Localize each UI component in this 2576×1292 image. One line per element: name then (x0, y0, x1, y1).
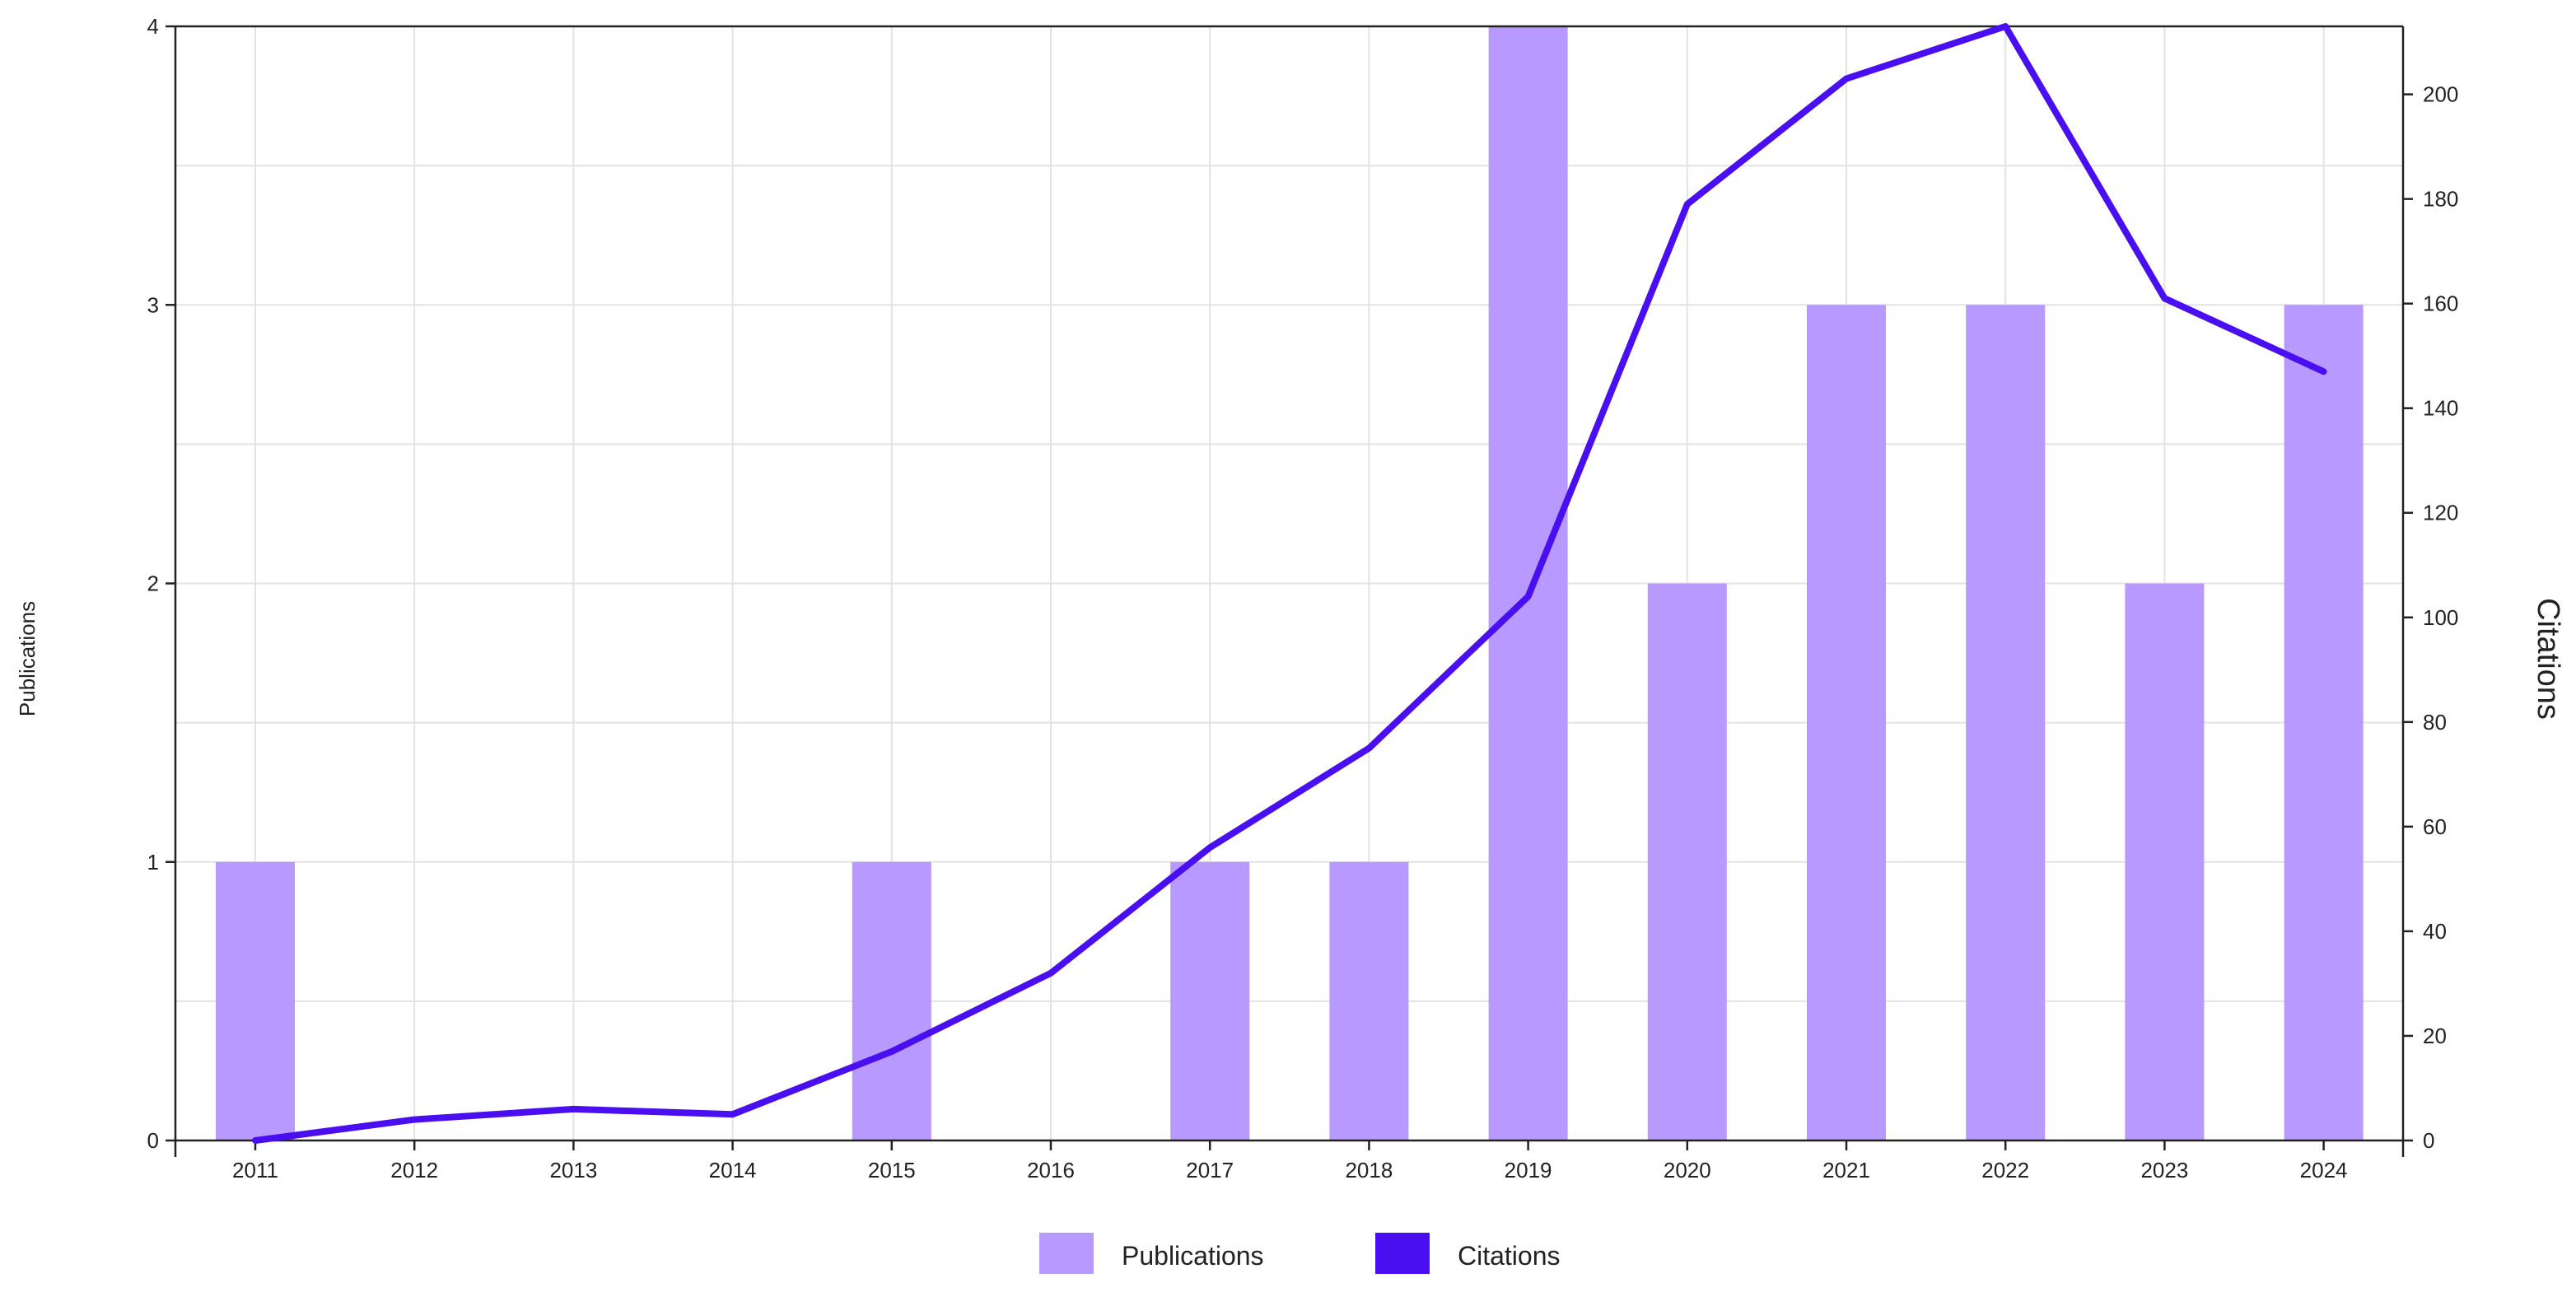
y2-tick-label: 120 (2423, 501, 2458, 525)
citations-point-2011 (254, 1140, 256, 1141)
citations-point-2022 (2004, 26, 2007, 27)
y2-tick-label: 60 (2423, 814, 2447, 839)
x-tick-label: 2013 (549, 1158, 597, 1182)
y2-tick-label: 80 (2423, 710, 2447, 735)
line-layer (252, 23, 2327, 1144)
y-tick-label: 0 (147, 1128, 159, 1153)
x-tick-label: 2016 (1027, 1158, 1075, 1182)
y2-tick-label: 100 (2423, 605, 2458, 630)
citations-point-2024 (2322, 371, 2325, 373)
citations-point-2013 (572, 1108, 575, 1110)
bar-publications-2020 (1647, 583, 1727, 1140)
bar-publications-2017 (1170, 861, 1250, 1140)
legend-swatch-publications (1039, 1233, 1094, 1274)
bar-publications-2018 (1329, 861, 1409, 1140)
x-tick-label: 2023 (2140, 1158, 2188, 1182)
x-tick-label: 2012 (390, 1158, 438, 1182)
x-tick-label: 2019 (1505, 1158, 1552, 1182)
legend-label-citations: Citations (1458, 1241, 1561, 1271)
y-axis-title: Publications (15, 601, 40, 716)
y2-tick-label: 40 (2423, 919, 2447, 944)
bar-publications-2024 (2284, 305, 2364, 1140)
citations-point-2019 (1527, 595, 1529, 598)
citations-point-2021 (1846, 77, 1847, 80)
y2-tick-label: 180 (2423, 187, 2458, 212)
x-tick-label: 2018 (1345, 1158, 1393, 1182)
x-tick-label: 2022 (1981, 1158, 2029, 1182)
x-tick-label: 2021 (1822, 1158, 1870, 1182)
bar-publications-2023 (2125, 583, 2205, 1140)
grid-layer (175, 26, 2403, 1141)
citations-point-2020 (1686, 203, 1688, 205)
y2-tick-label: 0 (2423, 1128, 2434, 1153)
x-tick-label: 2014 (709, 1158, 757, 1182)
bar-layer (216, 26, 2364, 1140)
bar-publications-2015 (852, 861, 931, 1140)
citations-point-2017 (1209, 847, 1211, 849)
y-tick-label: 1 (147, 850, 159, 875)
y2-tick-label: 140 (2423, 396, 2458, 421)
bar-publications-2011 (216, 861, 295, 1140)
x-tick-label: 2017 (1186, 1158, 1234, 1182)
citations-point-2015 (890, 1051, 893, 1053)
y-tick-label: 3 (147, 292, 159, 317)
bar-publications-2022 (1966, 305, 2046, 1140)
citations-point-2014 (731, 1113, 734, 1116)
y2-tick-label: 160 (2423, 292, 2458, 316)
bar-publications-2019 (1488, 26, 1568, 1140)
x-tick-label: 2011 (232, 1158, 278, 1182)
legend: Publications Citations (1039, 1233, 1561, 1274)
citations-point-2018 (1368, 747, 1370, 749)
y-tick-label: 2 (147, 571, 159, 596)
legend-label-publications: Publications (1122, 1241, 1264, 1271)
y2-tick-label: 20 (2423, 1024, 2447, 1048)
y-tick-label: 4 (147, 14, 159, 39)
x-tick-label: 2020 (1664, 1158, 1711, 1182)
citations-line (252, 23, 2327, 1144)
x-tick-label: 2024 (2300, 1158, 2348, 1182)
y2-axis-title: Citations (2531, 598, 2565, 720)
citations-point-2012 (413, 1118, 416, 1121)
bar-publications-2021 (1807, 305, 1886, 1140)
y2-tick-label: 200 (2423, 82, 2458, 107)
x-tick-label: 2015 (868, 1158, 916, 1182)
citations-point-2023 (2163, 297, 2166, 300)
legend-swatch-citations (1375, 1233, 1430, 1274)
citations-point-2016 (1050, 972, 1052, 974)
